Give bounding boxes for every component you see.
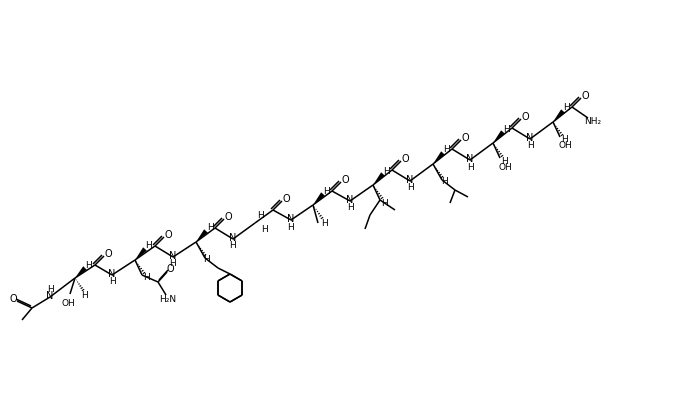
Text: H: H	[82, 290, 88, 300]
Text: O: O	[401, 154, 409, 164]
Text: H: H	[324, 186, 331, 196]
Text: H: H	[46, 286, 53, 294]
Text: N: N	[229, 233, 237, 243]
Text: H: H	[320, 219, 327, 227]
Text: H: H	[143, 273, 150, 282]
Text: OH: OH	[61, 298, 75, 308]
Text: O: O	[166, 264, 173, 274]
Text: N: N	[406, 175, 414, 185]
Text: H: H	[229, 241, 236, 251]
Text: H: H	[527, 142, 533, 150]
Text: H: H	[257, 211, 264, 219]
Text: H: H	[384, 166, 391, 176]
Text: H: H	[441, 178, 447, 186]
Text: H: H	[466, 162, 473, 172]
Text: H: H	[145, 241, 152, 251]
Text: H: H	[503, 124, 510, 134]
Polygon shape	[553, 109, 565, 122]
Text: H: H	[561, 136, 568, 144]
Text: H: H	[288, 223, 294, 231]
Text: O: O	[164, 230, 172, 240]
Text: H: H	[169, 259, 176, 269]
Text: N: N	[109, 269, 115, 279]
Text: H: H	[261, 225, 267, 235]
Text: N: N	[346, 195, 354, 205]
Text: NH₂: NH₂	[585, 117, 602, 126]
Polygon shape	[493, 130, 505, 143]
Polygon shape	[433, 151, 445, 164]
Text: O: O	[9, 294, 17, 304]
Text: H: H	[563, 103, 570, 113]
Text: N: N	[288, 214, 294, 224]
Text: O: O	[581, 91, 589, 101]
Text: H: H	[204, 255, 210, 265]
Text: OH: OH	[558, 142, 572, 150]
Text: H: H	[501, 156, 507, 166]
Text: H: H	[406, 184, 413, 192]
Polygon shape	[135, 247, 147, 260]
Text: O: O	[224, 212, 232, 222]
Text: O: O	[104, 249, 112, 259]
Polygon shape	[196, 229, 208, 242]
Text: O: O	[521, 112, 529, 122]
Text: H: H	[444, 146, 450, 154]
Text: N: N	[466, 154, 474, 164]
Text: H: H	[85, 261, 92, 269]
Text: H: H	[380, 198, 387, 207]
Text: OH: OH	[498, 162, 512, 172]
Text: H: H	[207, 223, 213, 233]
Text: O: O	[342, 175, 349, 185]
Text: H: H	[109, 277, 115, 286]
Text: O: O	[282, 194, 290, 204]
Text: O: O	[461, 133, 469, 143]
Text: N: N	[46, 291, 54, 301]
Polygon shape	[313, 192, 325, 205]
Text: N: N	[527, 133, 533, 143]
Text: H: H	[347, 203, 353, 213]
Text: N: N	[169, 251, 177, 261]
Polygon shape	[373, 172, 385, 185]
Polygon shape	[75, 266, 87, 278]
Text: H₂N: H₂N	[159, 294, 177, 304]
